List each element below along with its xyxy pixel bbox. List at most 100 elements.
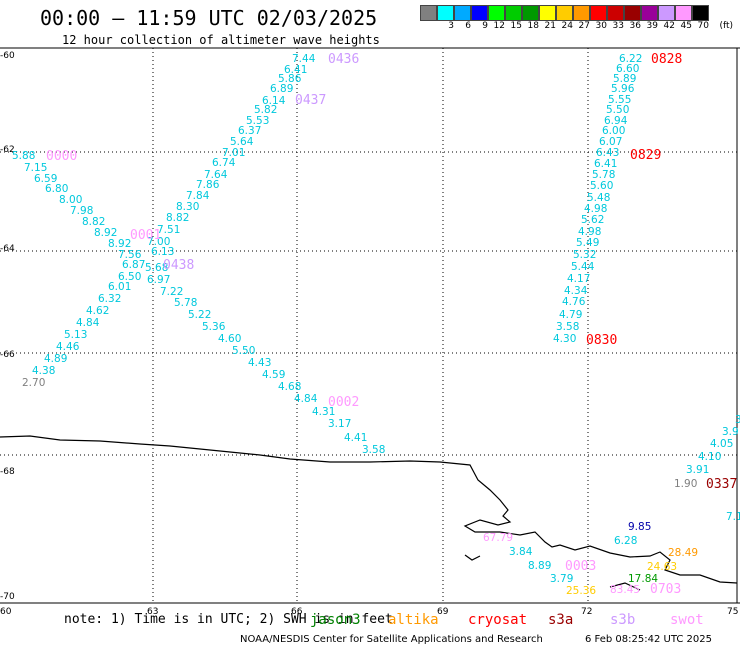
satellite-s3b-label: s3b (610, 612, 636, 628)
wave-height-label: 6.50 (118, 271, 141, 283)
pass-time-label: 0829 (630, 148, 661, 163)
wave-height-label: 6.97 (147, 274, 170, 286)
wave-height-label: 3. (735, 414, 740, 426)
wave-height-label: 5.62 (581, 214, 604, 226)
legend-label: 45 (680, 21, 692, 31)
wave-height-label: 8.89 (528, 560, 551, 572)
pass-time-label: 0001 (130, 228, 161, 243)
wave-height-label: 6.94 (604, 115, 628, 127)
wave-height-label: 5.68 (145, 262, 168, 274)
wave-height-label: 7.84 (186, 190, 210, 202)
color-legend (420, 5, 709, 21)
legend-swatch (471, 5, 488, 21)
pass-time-label: 0830 (586, 333, 617, 348)
wave-height-label: 5.89 (613, 73, 636, 85)
legend-swatch (454, 5, 471, 21)
wave-height-label: 4.10 (698, 451, 721, 463)
wave-height-label: 4.34 (564, 285, 588, 297)
longitude-axis: 60 63 66 69 72 75 (0, 607, 738, 617)
legend-swatch (692, 5, 709, 21)
wave-height-label: 5.50 (606, 104, 629, 116)
wave-height-label: 4.98 (578, 226, 601, 238)
legend-label: 33 (612, 21, 624, 31)
legend-swatch (437, 5, 454, 21)
wave-height-label: 4.30 (553, 333, 576, 345)
legend-label: 12 (493, 21, 505, 31)
legend-swatch (573, 5, 590, 21)
wave-height-label: 6.32 (98, 293, 121, 305)
wave-height-label: 5.13 (64, 329, 87, 341)
wave-height-label: 5.86 (278, 73, 302, 85)
wave-height-label: 5.53 (246, 115, 269, 127)
wave-height-label: 4.05 (710, 438, 733, 450)
legend-swatch (641, 5, 658, 21)
legend-label: 18 (527, 21, 539, 31)
satellite-jason3-label: jason3 (310, 612, 361, 628)
latitude-tick-label: -68 (0, 467, 15, 477)
wave-height-label: 5.36 (202, 321, 226, 333)
longitude-tick-label: 75 (727, 607, 738, 617)
pass-time-label: 0003 (565, 559, 596, 574)
wave-height-label: 25.36 (566, 585, 596, 597)
wave-height-label: 4.98 (584, 203, 607, 215)
wave-height-label: 4.17 (567, 273, 590, 285)
wave-height-label: 6.37 (238, 125, 261, 137)
legend-swatch (590, 5, 607, 21)
wave-height-label: 24.63 (647, 561, 677, 573)
wave-height-label: 4.31 (312, 406, 335, 418)
latitude-tick-label: -60 (0, 51, 15, 61)
wave-height-label: 7.22 (160, 286, 183, 298)
wave-height-label: 4.79 (559, 309, 582, 321)
wave-height-label: 6.60 (616, 63, 639, 75)
wave-height-label: 3.17 (328, 418, 351, 430)
color-legend-labels: 3 6 9 12 15 18 21 24 27 30 33 36 39 42 45 70 (ft) (420, 21, 733, 33)
wave-height-label: 7.01 (222, 147, 245, 159)
credit-line: NOAA/NESDIS Center for Satellite Applica… (240, 634, 543, 645)
wave-height-label: 3.84 (509, 546, 533, 558)
legend-label: 70 (697, 21, 709, 31)
wave-height-label: 6.43 (596, 147, 619, 159)
latitude-axis: -60 -62 -64 -66 -68 -70 (0, 51, 15, 602)
wave-height-label: 6.74 (212, 157, 236, 169)
wave-height-label: 1.90 (674, 478, 697, 490)
legend-swatch (539, 5, 556, 21)
wave-height-label: 3.9 (722, 426, 739, 438)
legend-swatch (420, 5, 437, 21)
legend-swatch (556, 5, 573, 21)
wave-height-label: 4.84 (294, 393, 318, 405)
wave-height-label: 7.00 (147, 236, 170, 248)
longitude-tick-label: 66 (291, 607, 303, 617)
wave-height-label: 3.91 (686, 464, 709, 476)
wave-height-label: 7.44 (292, 53, 316, 65)
map-title: 00:00 – 11:59 UTC 02/03/2025 (40, 6, 378, 30)
wave-height-label: 83.45 (610, 584, 640, 596)
wave-height-label: 5.88 (12, 150, 35, 162)
wave-height-label: 6.14 (262, 95, 286, 107)
pass-time-label: 0000 (46, 149, 77, 164)
footer-note: note: 1) Time is in UTC; 2) SWH is in fe… (64, 612, 393, 627)
wave-height-label: 8.92 (94, 227, 117, 239)
legend-swatch (675, 5, 692, 21)
legend-swatch (658, 5, 675, 21)
legend-swatch (488, 5, 505, 21)
wave-height-label: 6.01 (108, 281, 131, 293)
wave-height-label: 8.00 (59, 194, 82, 206)
latitude-tick-label: -64 (0, 244, 15, 254)
longitude-tick-label: 63 (147, 607, 158, 617)
legend-swatch (607, 5, 624, 21)
wave-height-label: 6.41 (284, 64, 307, 76)
wave-height-label: 17.84 (628, 573, 658, 585)
legend-label: 39 (646, 21, 658, 31)
wave-height-label: 67.79 (483, 532, 513, 544)
wave-height-label: 8.82 (82, 216, 105, 228)
wave-height-label: 8.92 (108, 238, 131, 250)
latitude-tick-label: -62 (0, 145, 15, 155)
wave-height-label: 7.86 (196, 179, 220, 191)
wave-height-label: 4.59 (262, 369, 285, 381)
wave-height-label: 6.07 (599, 136, 622, 148)
wave-height-label: 8.82 (166, 212, 189, 224)
wave-height-label: 4.89 (44, 353, 67, 365)
wave-height-label: 6.22 (619, 53, 642, 65)
wave-height-label: 6.28 (614, 535, 637, 547)
longitude-tick-label: 60 (0, 607, 12, 617)
